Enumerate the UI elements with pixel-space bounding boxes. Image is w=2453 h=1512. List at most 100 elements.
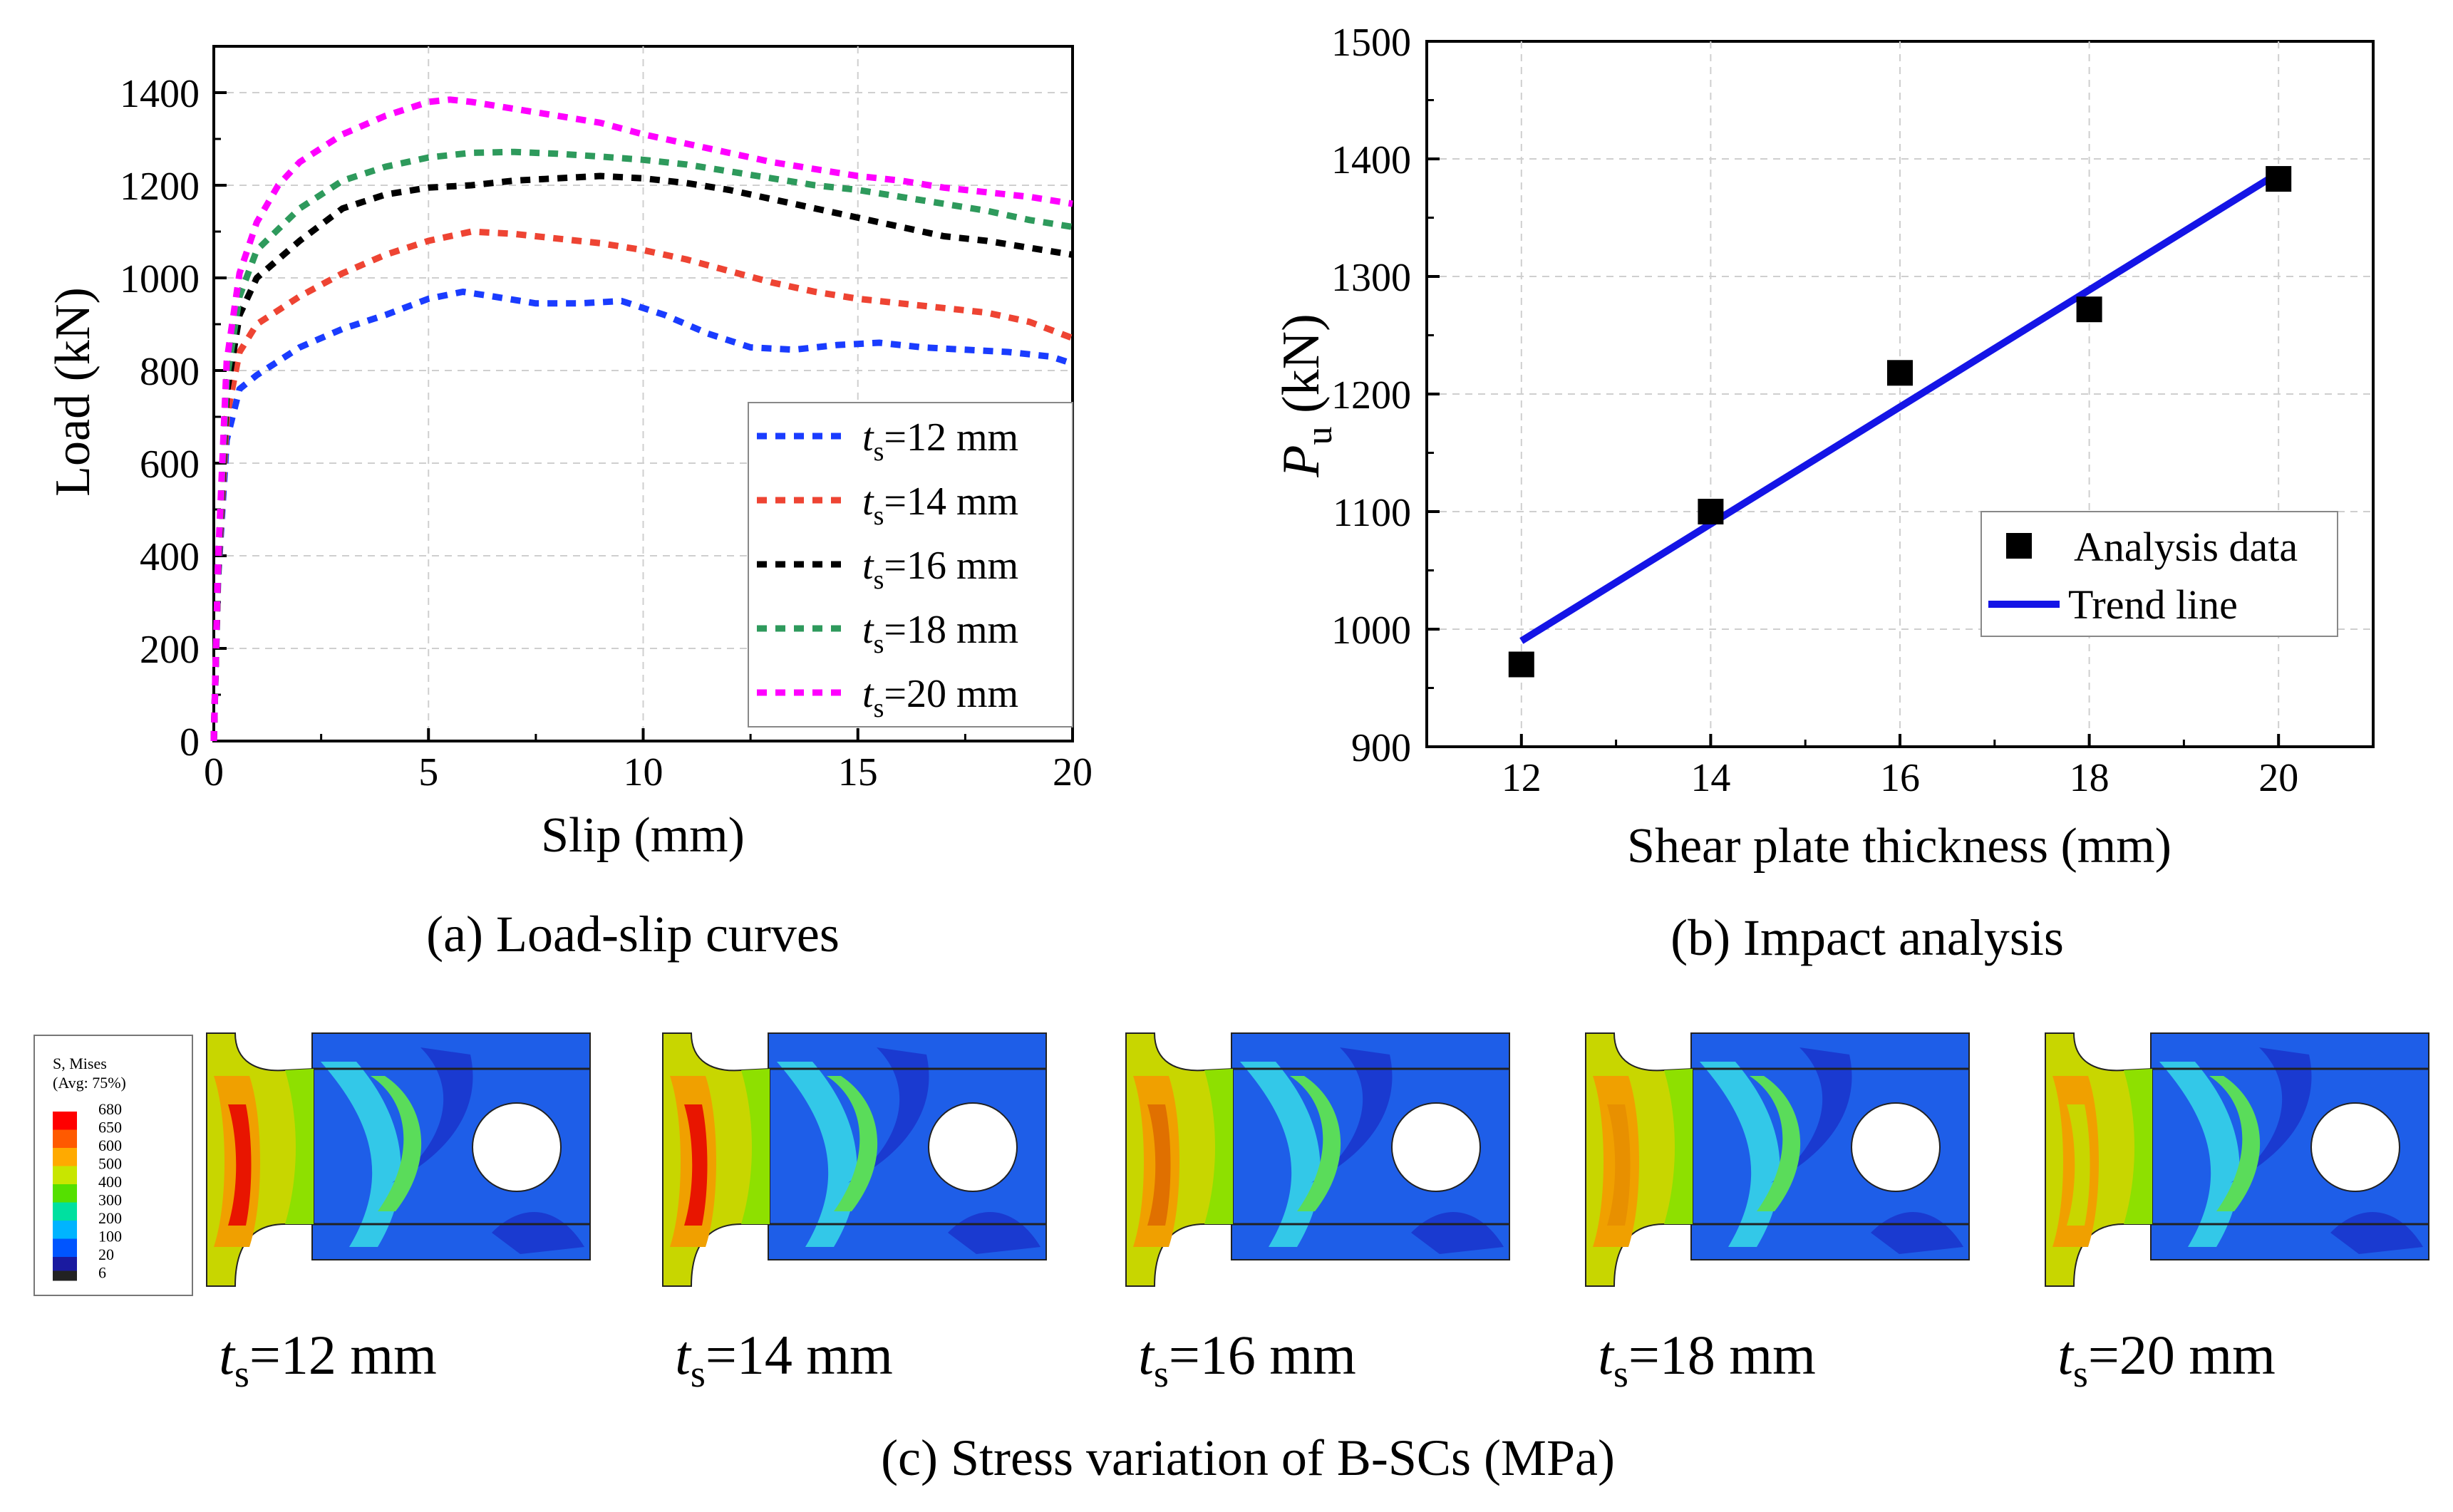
chart-b-scatter-point-5: [2266, 166, 2292, 192]
chart-a-series: [210, 96, 1074, 742]
chart-a-series-line-1: [210, 289, 1074, 742]
stress-model-band-dark-2: [2330, 1212, 2423, 1254]
chart-b-xtick-label: 16: [1880, 756, 1920, 800]
stress-model-label-4: ts=18 mm: [1598, 1324, 1816, 1395]
chart-a-legend-label-base: t: [862, 672, 874, 716]
stress-model-stress-peak: [1607, 1104, 1631, 1226]
stress-model-label-sub: s: [234, 1352, 249, 1395]
chart-a-xtick-label: 20: [1053, 750, 1093, 794]
stress-model-4: ts=18 mm: [1585, 1032, 1970, 1395]
chart-a-ytick-label: 400: [140, 535, 200, 579]
stress-legend-value-200: 200: [98, 1209, 122, 1227]
stress-model-stress-green: [1204, 1069, 1233, 1224]
chart-a-xtick-label: 0: [204, 750, 224, 794]
chart-b-ytick-label: 900: [1351, 726, 1411, 770]
chart-b-ylabel-rest: (kN): [1272, 314, 1331, 426]
chart-b-xtick-label: 20: [2258, 756, 2298, 800]
chart-a-legend-label-base: t: [862, 608, 874, 652]
chart-a-series-line-3: [210, 172, 1073, 742]
chart-b-legend-scatter-label: Analysis data: [2074, 524, 2298, 570]
chart-b-ytick-label: 1100: [1333, 491, 1411, 535]
stress-model-label-1: ts=12 mm: [219, 1324, 437, 1395]
stress-legend-subtitle: (Avg: 75%): [53, 1074, 126, 1092]
chart-a-ytick-label: 600: [140, 442, 200, 487]
stress-model-band-dark: [1771, 1047, 1852, 1183]
chart-a-xtick-label: 5: [418, 750, 438, 794]
chart-b-ytick-label: 1300: [1331, 256, 1411, 300]
chart-b-ylabel-sub: u: [1299, 427, 1340, 445]
chart-a-grid: [214, 46, 1073, 741]
chart-a-legend-label-base: t: [862, 544, 874, 588]
chart-b-legend-box: [1981, 511, 2338, 637]
stress-model-band-green: [1290, 1076, 1341, 1211]
chart-a-xlabel: Slip (mm): [541, 808, 745, 863]
chart-a-legend-label-2: ts=14 mm: [862, 480, 1018, 531]
stress-legend-value-20: 20: [98, 1246, 114, 1263]
chart-a-series-line-2: [210, 228, 1074, 742]
stress-legend-swatch-500: [53, 1166, 77, 1184]
chart-a-legend-label-rest: =12 mm: [884, 415, 1018, 460]
stress-model-band-cyan: [321, 1062, 401, 1247]
chart-a-legend-label-5: ts=20 mm: [862, 672, 1018, 723]
stress-model-label-sub: s: [2073, 1352, 2088, 1395]
stress-model-band-green: [1750, 1076, 1801, 1211]
stress-model-label-rest: =12 mm: [249, 1324, 437, 1386]
chart-a-ytick-label: 1000: [120, 257, 200, 301]
stress-model-band-cyan: [1700, 1062, 1780, 1247]
stress-model-label-base: t: [1598, 1324, 1615, 1386]
chart-a-legend-label-sub: s: [874, 501, 884, 531]
stress-model-stress-green: [2124, 1069, 2152, 1224]
stress-legend-value-100: 100: [98, 1228, 122, 1246]
stress-model-label-base: t: [1138, 1324, 1155, 1386]
chart-a-ytick-label: 0: [180, 720, 200, 765]
stress-legend: S, Mises (Avg: 75%) 68065060050040030020…: [33, 1035, 193, 1296]
chart-b-ylabel-base: P: [1272, 445, 1331, 478]
stress-models: ts=12 mm ts=14 mm ts=16 mm ts=18 mm ts=20 mm: [206, 1032, 2429, 1395]
chart-b-xtick-label: 12: [1502, 756, 1541, 800]
chart-b-ytick-label: 1500: [1331, 21, 1411, 65]
chart-a-legend-label-4: ts=18 mm: [862, 608, 1018, 659]
stress-model-label-3: ts=16 mm: [1138, 1324, 1356, 1395]
stress-model-band-dark-2: [492, 1212, 584, 1254]
stress-model-5: ts=20 mm: [2045, 1032, 2429, 1395]
chart-b-xtick-label: 18: [2070, 756, 2109, 800]
stress-legend-swatch-400: [53, 1184, 77, 1203]
stress-legend-value-600: 600: [98, 1136, 122, 1154]
chart-a-legend-label-base: t: [862, 480, 874, 524]
caption-c: (c) Stress variation of B-SCs (MPa): [881, 1429, 1615, 1486]
chart-a-ytick-label: 800: [140, 350, 200, 394]
stress-legend-value-6: 6: [98, 1264, 106, 1282]
stress-model-bolt-hole: [2310, 1102, 2400, 1192]
chart-a-series-line-4: [210, 148, 1073, 742]
chart-b-grid: [1427, 41, 2373, 747]
chart-b-ytick-label: 1400: [1331, 138, 1411, 182]
stress-model-stress-peak: [1147, 1104, 1171, 1226]
stress-model-label-rest: =14 mm: [706, 1324, 893, 1386]
chart-a-legend-label-sub: s: [874, 437, 884, 467]
stress-model-bolt-hole: [1391, 1102, 1481, 1192]
stress-legend-swatch-100: [53, 1238, 77, 1257]
chart-a-legend-label-rest: =16 mm: [884, 544, 1018, 588]
chart-b-marks: [1508, 166, 2292, 678]
chart-b-ticks: 12 14 16 18 20 900 1000 1100 1200 1300 1400 1500: [1331, 21, 2298, 800]
stress-model-stress-green: [285, 1069, 314, 1224]
stress-model-stress-peak: [228, 1104, 252, 1226]
stress-legend-swatch-600: [53, 1148, 77, 1166]
chart-a-legend-label-sub: s: [874, 693, 884, 723]
stress-model-label-sub: s: [691, 1352, 706, 1395]
chart-a-xtick-label: 10: [624, 750, 663, 794]
stress-model-band-cyan: [2159, 1062, 2240, 1247]
stress-model-label-5: ts=20 mm: [2057, 1324, 2276, 1395]
chart-a-legend-label-rest: =18 mm: [884, 608, 1018, 652]
stress-legend-title: S, Mises: [53, 1055, 107, 1072]
stress-model-label-sub: s: [1154, 1352, 1169, 1395]
stress-legend-value-300: 300: [98, 1191, 122, 1209]
caption-b: (b) Impact analysis: [1670, 909, 2064, 966]
stress-legend-swatch-300: [53, 1202, 77, 1221]
stress-model-label-rest: =18 mm: [1628, 1324, 1816, 1386]
stress-model-bolt-hole: [1851, 1102, 1941, 1192]
